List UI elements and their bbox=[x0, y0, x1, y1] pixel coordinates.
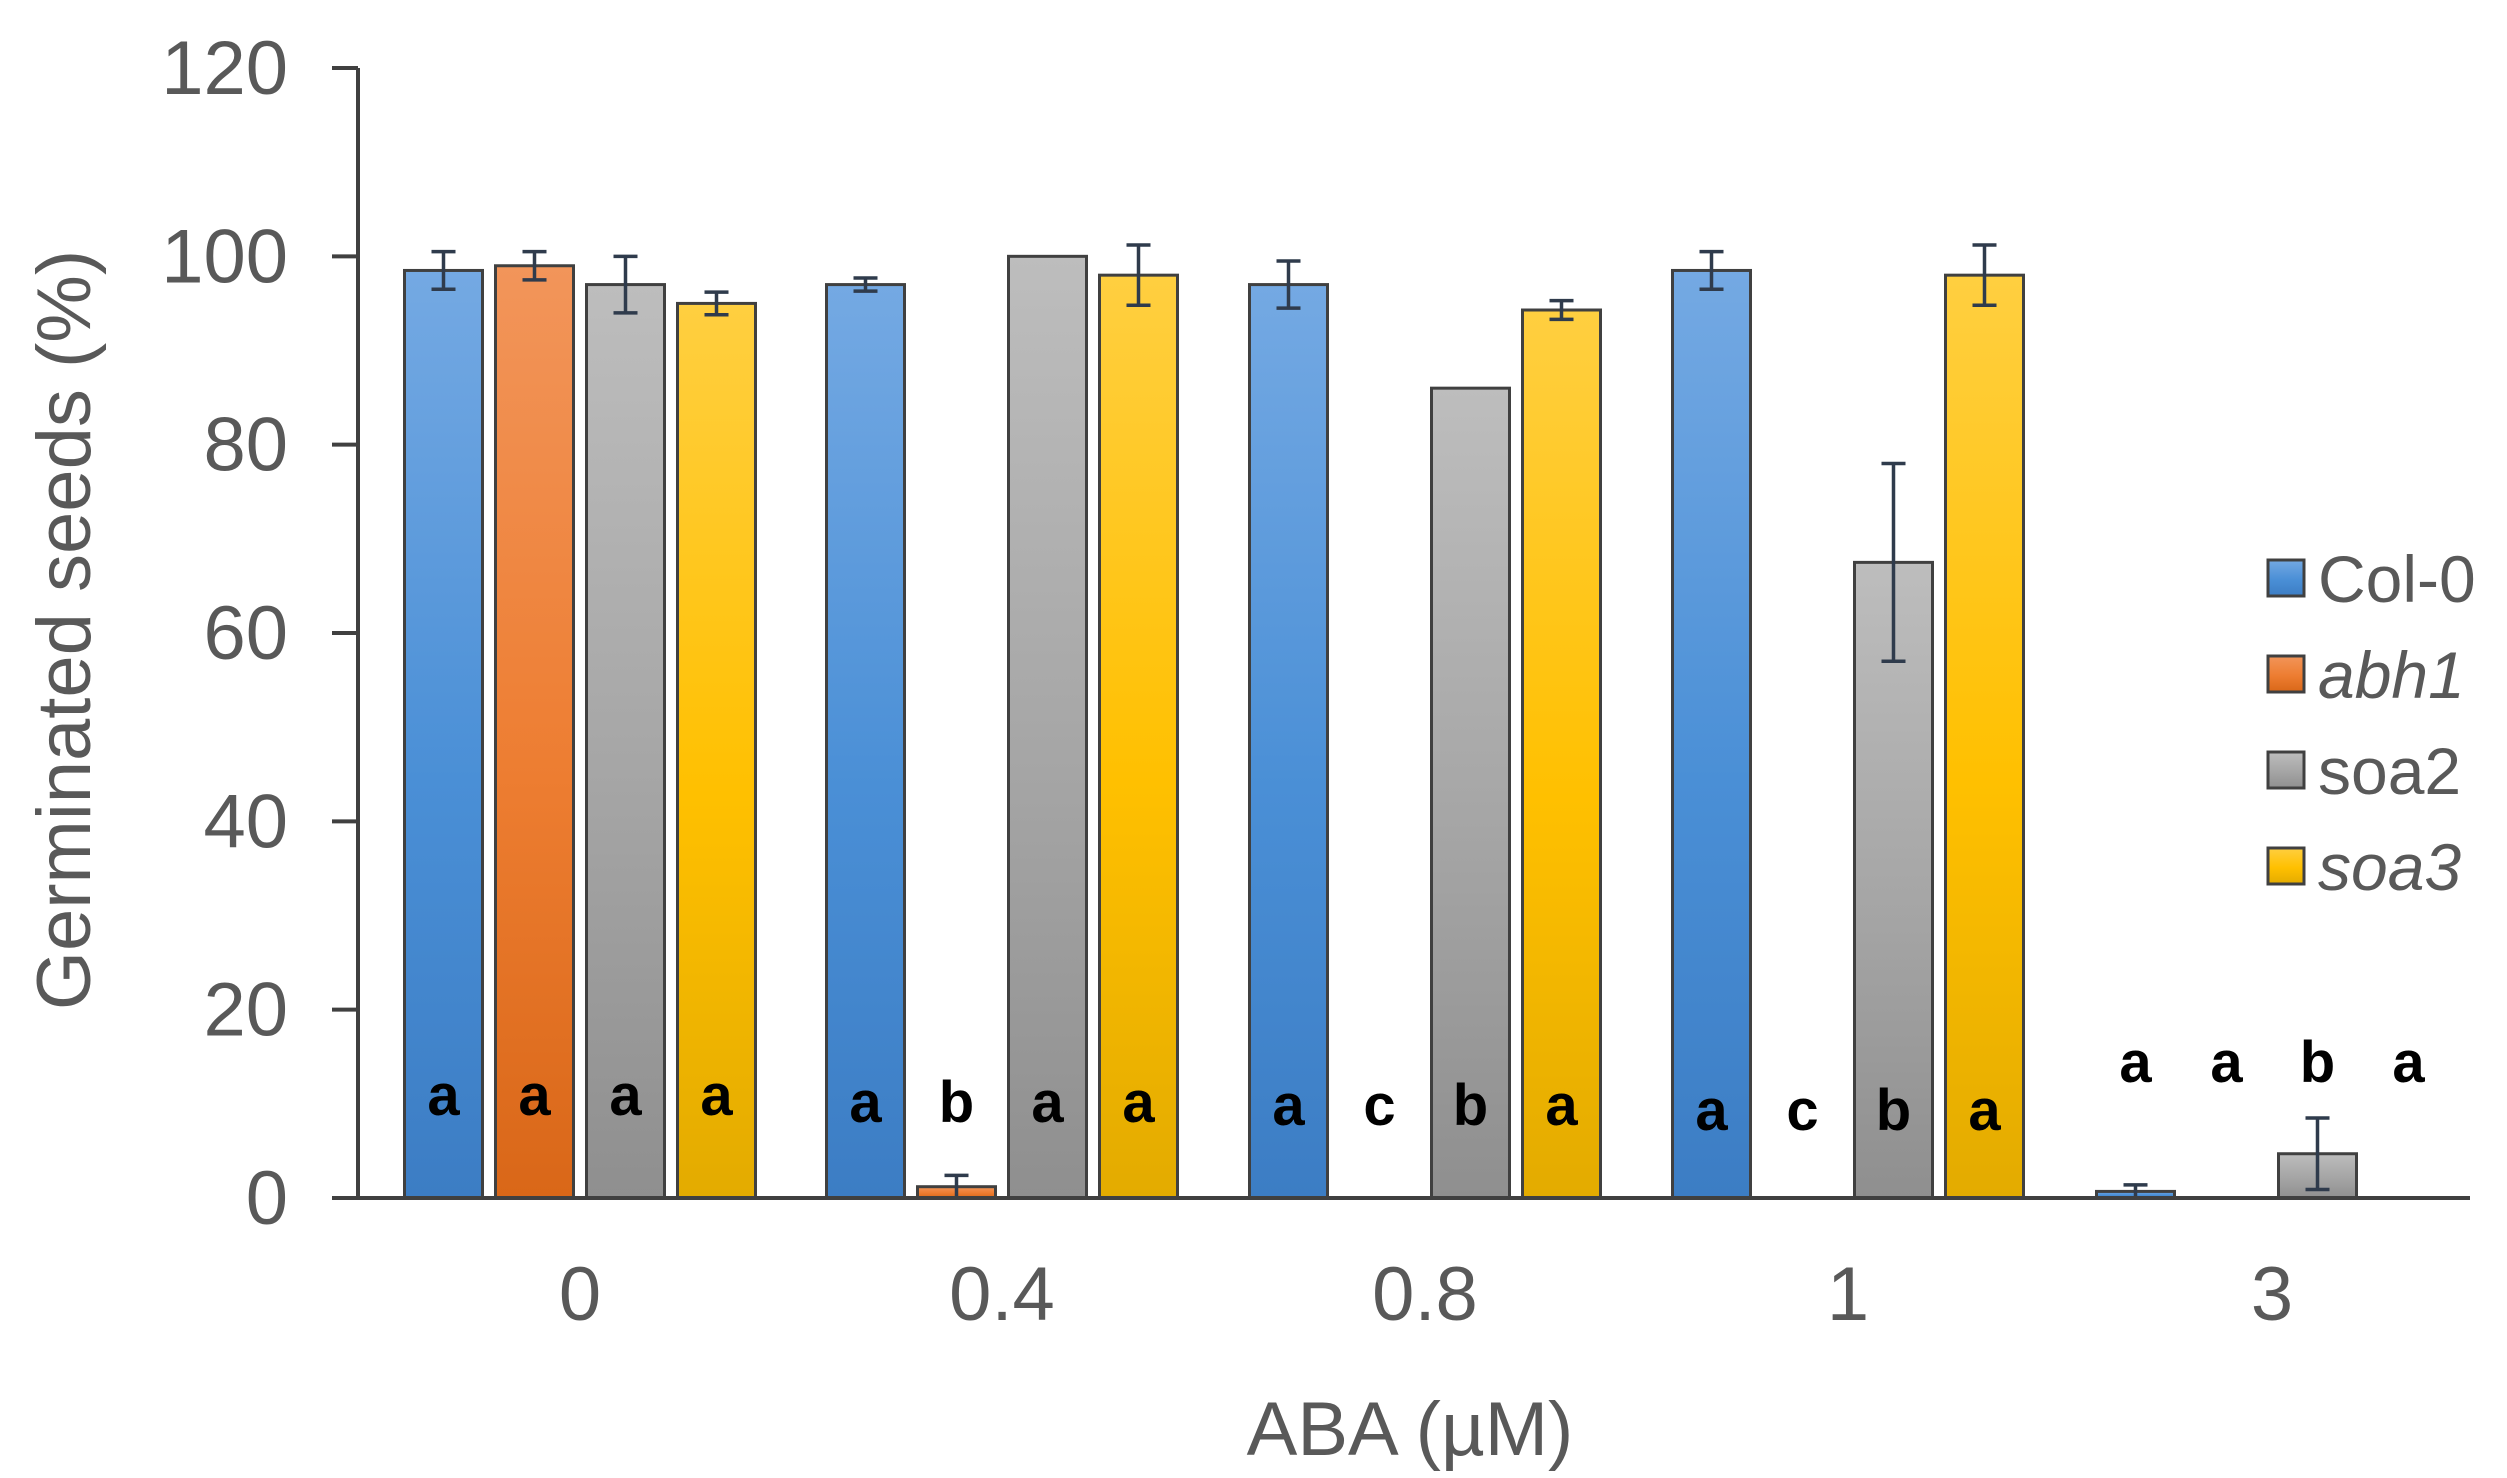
bar-Col-0-0.4 bbox=[825, 283, 906, 1200]
significance-letter-soa3-1: a bbox=[1968, 1078, 2001, 1143]
error-bar-Col-0-0.8 bbox=[1276, 259, 1301, 310]
legend-item-soa2: soa2 bbox=[2266, 734, 2461, 808]
error-bar-abh1-0 bbox=[522, 249, 547, 282]
significance-letter-abh1-3: a bbox=[2210, 1030, 2243, 1095]
x-tick-label: 0.4 bbox=[949, 1252, 1055, 1337]
error-bar-soa2-3 bbox=[2305, 1116, 2330, 1192]
y-tick-label: 120 bbox=[161, 26, 288, 111]
y-tick-label: 60 bbox=[203, 591, 288, 676]
significance-letter-soa3-0.8: a bbox=[1545, 1073, 1578, 1138]
significance-letter-soa2-0: a bbox=[609, 1063, 642, 1128]
significance-letter-soa2-0.4: a bbox=[1031, 1070, 1064, 1135]
error-bar-Col-0-0 bbox=[431, 249, 456, 292]
error-bar-Col-0-0.4 bbox=[853, 276, 878, 293]
y-tick-label: 0 bbox=[246, 1156, 288, 1241]
legend-item-soa3: soa3 bbox=[2266, 830, 2461, 904]
significance-letter-abh1-1: c bbox=[1786, 1078, 1818, 1143]
y-tick-label: 100 bbox=[161, 214, 288, 299]
bar-soa3-0.8 bbox=[1521, 308, 1602, 1200]
x-tick-label: 0 bbox=[559, 1252, 601, 1337]
bar-soa2-0.4 bbox=[1007, 254, 1088, 1200]
x-tick-label: 1 bbox=[1827, 1252, 1869, 1337]
error-bar-soa2-0 bbox=[613, 254, 638, 315]
error-bar-Col-0-1 bbox=[1699, 249, 1724, 292]
x-tick-label: 3 bbox=[2251, 1252, 2293, 1337]
error-bar-soa3-0 bbox=[704, 290, 729, 317]
legend-swatch bbox=[2266, 558, 2306, 598]
significance-letter-Col-0-0: a bbox=[427, 1063, 460, 1128]
error-bar-soa3-0.4 bbox=[1126, 243, 1151, 308]
bar-soa3-1 bbox=[1944, 273, 2025, 1200]
bar-Col-0-0.8 bbox=[1248, 283, 1329, 1200]
bar-abh1-0 bbox=[494, 264, 575, 1200]
bar-Col-0-1 bbox=[1671, 268, 1752, 1200]
significance-letter-abh1-0: a bbox=[518, 1063, 551, 1128]
axes-layer bbox=[332, 66, 2470, 1200]
significance-letters-layer: a a a a a b a a a c b a a c b aa a b a bbox=[427, 1030, 2425, 1143]
bar-soa3-0.4 bbox=[1098, 273, 1179, 1200]
y-tick-label: 20 bbox=[203, 968, 288, 1053]
bar-Col-0-0 bbox=[403, 268, 484, 1200]
legend-swatch bbox=[2266, 846, 2306, 886]
legend: Col-0 abh1 soa2 soa3 bbox=[2266, 542, 2476, 904]
x-axis-title: ABA (µM) bbox=[1247, 1387, 1574, 1472]
significance-letter-abh1-0.8: c bbox=[1363, 1073, 1395, 1138]
legend-label: abh1 bbox=[2318, 638, 2465, 712]
bar-soa2-0 bbox=[585, 283, 666, 1200]
significance-letter-soa2-3: b bbox=[2300, 1030, 2335, 1095]
legend-label: soa3 bbox=[2318, 830, 2461, 904]
significance-letter-abh1-0.4: b bbox=[939, 1070, 974, 1135]
significance-letter-soa3-0.4: a bbox=[1122, 1070, 1155, 1135]
legend-label: Col-0 bbox=[2318, 542, 2476, 616]
legend-swatch bbox=[2266, 750, 2306, 790]
y-tick-label: 80 bbox=[203, 403, 288, 488]
significance-letter-soa3-3: a bbox=[2392, 1030, 2425, 1095]
error-bar-soa3-0.8 bbox=[1549, 298, 1574, 322]
error-bar-soa3-1 bbox=[1972, 243, 1997, 308]
significance-letter-Col-0-1: a bbox=[1695, 1078, 1728, 1143]
error-bar-soa2-1 bbox=[1881, 461, 1906, 663]
significance-letter-soa2-1: b bbox=[1876, 1078, 1911, 1143]
x-tick-label: 0.8 bbox=[1372, 1252, 1478, 1337]
significance-letter-Col-0-3: a bbox=[2119, 1030, 2152, 1095]
legend-item-Col-0: Col-0 bbox=[2266, 542, 2476, 616]
y-tick-label: 40 bbox=[203, 779, 288, 864]
significance-letter-Col-0-0.8: a bbox=[1272, 1073, 1305, 1138]
y-axis-title: Germinated seeds (%) bbox=[22, 250, 107, 1010]
legend-swatch bbox=[2266, 654, 2306, 694]
significance-letter-Col-0-0.4: a bbox=[849, 1070, 882, 1135]
bar-soa3-0 bbox=[676, 301, 757, 1200]
bars-layer bbox=[403, 254, 2358, 1200]
significance-letter-soa2-0.8: b bbox=[1453, 1073, 1488, 1138]
legend-item-abh1: abh1 bbox=[2266, 638, 2465, 712]
bar-soa2-1 bbox=[1853, 560, 1934, 1200]
significance-letter-soa3-0: a bbox=[700, 1063, 733, 1128]
legend-label: soa2 bbox=[2318, 734, 2461, 808]
tick-labels-layer: 0 0.4 0.8 1 3 0 20 40 60 80 100 120 bbox=[161, 26, 2293, 1337]
